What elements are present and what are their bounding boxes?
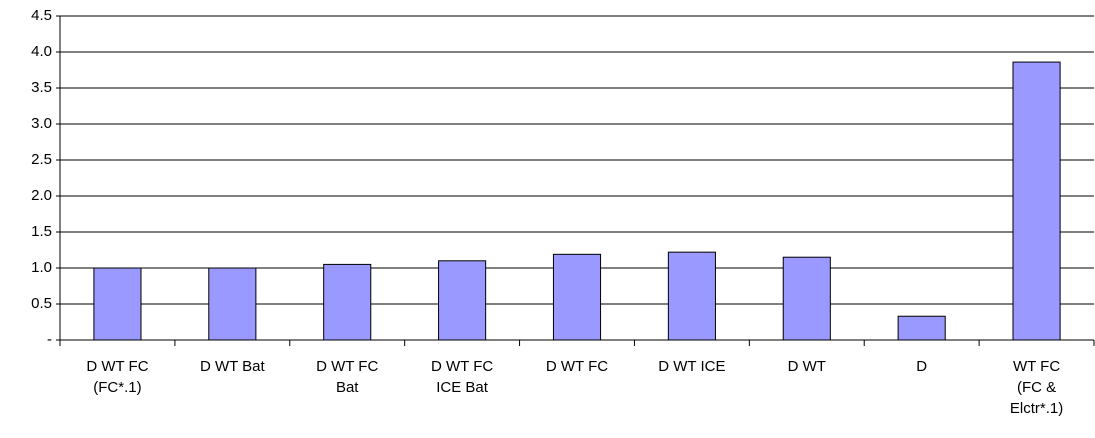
y-tick-label: - bbox=[47, 331, 52, 348]
y-tick-label: 0.5 bbox=[31, 295, 52, 312]
x-tick-label: D WT bbox=[787, 358, 826, 375]
y-tick-label: 1.5 bbox=[31, 223, 52, 240]
x-tick-label: D bbox=[916, 358, 928, 375]
y-tick-label: 4.0 bbox=[31, 43, 52, 60]
y-tick-label: 3.5 bbox=[31, 79, 52, 96]
x-tick-label: WT FC (FC & Elctr*.1) bbox=[1009, 358, 1064, 417]
x-tick-label: D WT FC (FC*.1) bbox=[86, 358, 149, 396]
bar bbox=[323, 263, 372, 341]
bar bbox=[93, 267, 142, 341]
bar bbox=[1012, 61, 1061, 341]
bar bbox=[897, 315, 946, 341]
bar bbox=[667, 251, 716, 341]
y-tick-label: 4.5 bbox=[31, 7, 52, 24]
y-tick-label: 2.5 bbox=[31, 151, 52, 168]
x-tick-label: D WT Bat bbox=[199, 358, 265, 375]
y-tick-label: 2.0 bbox=[31, 187, 52, 204]
y-tick-label: 1.0 bbox=[31, 259, 52, 276]
y-tick-label: 3.0 bbox=[31, 115, 52, 132]
x-tick-label: D WT ICE bbox=[658, 358, 726, 375]
x-tick-label: D WT FC bbox=[545, 358, 609, 375]
bar bbox=[438, 260, 487, 341]
x-tick-label: D WT FC Bat bbox=[316, 358, 379, 396]
bar bbox=[782, 256, 831, 341]
x-tick-label: D WT FC ICE Bat bbox=[430, 358, 494, 396]
bar bbox=[552, 253, 602, 341]
bar bbox=[208, 267, 257, 341]
